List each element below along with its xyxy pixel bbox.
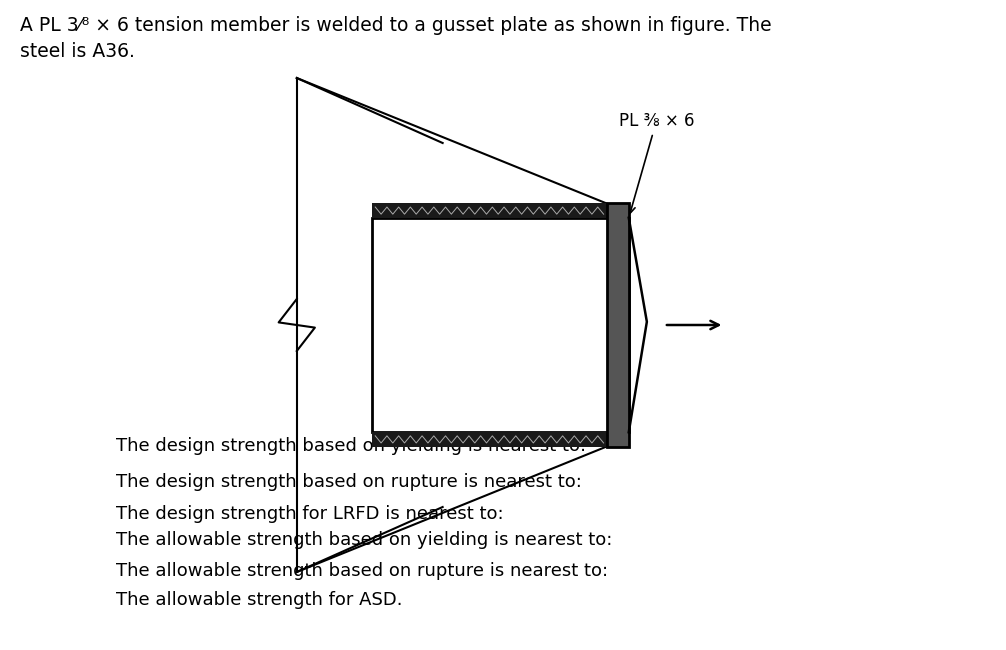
Text: The allowable strength for ASD.: The allowable strength for ASD.: [116, 591, 402, 609]
Bar: [372, 432, 607, 447]
Text: steel is A36.: steel is A36.: [20, 42, 135, 61]
Bar: [372, 218, 629, 432]
Text: PL ⅜ × 6: PL ⅜ × 6: [619, 112, 694, 213]
Text: The allowable strength based on rupture is nearest to:: The allowable strength based on rupture …: [116, 562, 608, 580]
Bar: [607, 203, 629, 447]
Text: The design strength based on yielding is nearest to:: The design strength based on yielding is…: [116, 437, 585, 455]
Text: A PL 3⁄⁸ × 6 tension member is welded to a gusset plate as shown in figure. The: A PL 3⁄⁸ × 6 tension member is welded to…: [20, 16, 772, 35]
Text: The allowable strength based on yielding is nearest to:: The allowable strength based on yielding…: [116, 531, 612, 549]
Text: The design strength based on rupture is nearest to:: The design strength based on rupture is …: [116, 473, 581, 491]
Bar: [372, 203, 607, 218]
Text: The design strength for LRFD is nearest to:: The design strength for LRFD is nearest …: [116, 504, 503, 523]
